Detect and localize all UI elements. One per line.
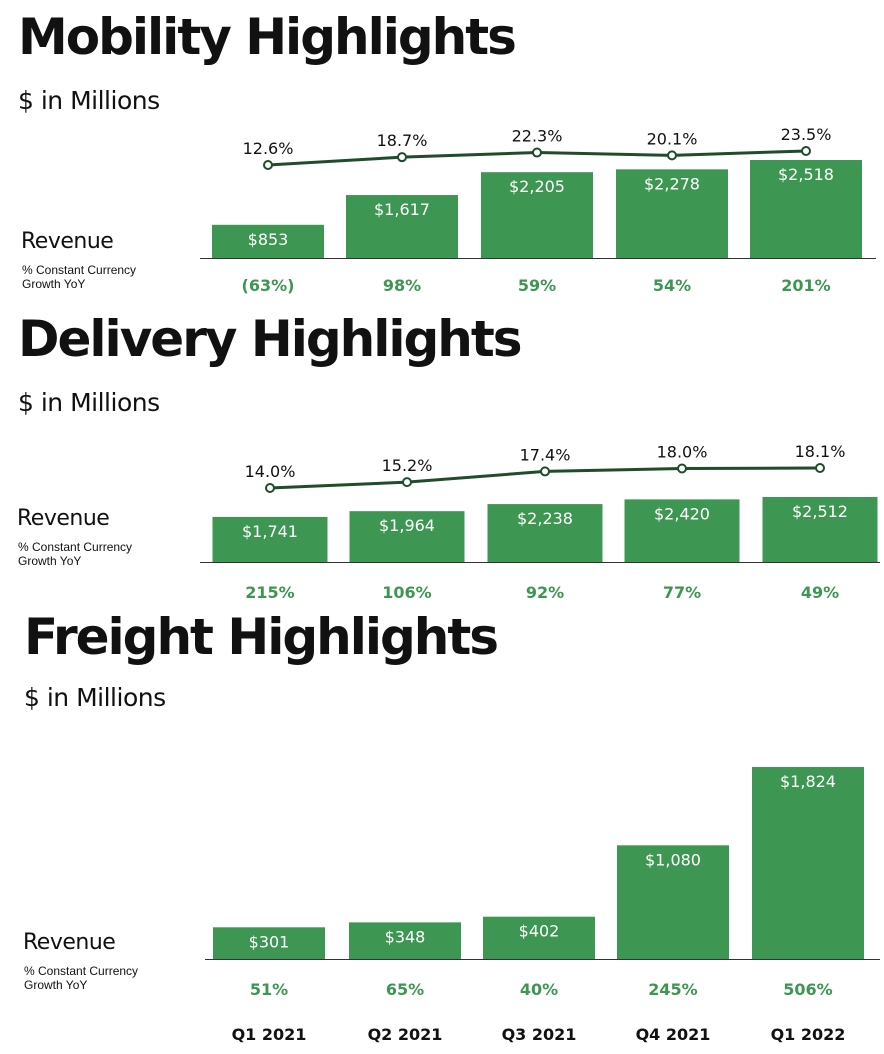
mobility-bar-label: $2,518: [778, 165, 834, 184]
mobility-section: Mobility Highlights $ in Millions Revenu…: [0, 0, 884, 310]
mobility-bar: [212, 224, 324, 258]
delivery-title: Delivery Highlights: [18, 310, 523, 368]
mobility-margin-point: [801, 146, 811, 156]
delivery-margin-label: 18.0%: [657, 442, 708, 461]
freight-growth-label-text: % Constant Currency Growth YoY: [24, 964, 139, 992]
delivery-growth-label: % Constant Currency Growth YoY: [18, 540, 188, 568]
delivery-chart: $1,741 215% $1,964 106% $2,238 92% $2,420 77% $2…: [200, 442, 880, 602]
delivery-growth-label: 92%: [526, 583, 564, 602]
delivery-bar: [624, 499, 740, 562]
mobility-revenue-label: Revenue: [21, 229, 114, 254]
freight-bar: [483, 916, 595, 959]
mobility-margin-point: [263, 160, 273, 170]
freight-bar-label: $1,080: [645, 850, 701, 869]
mobility-bar-label: $2,205: [509, 177, 565, 196]
category-label: Q3 2021: [502, 1025, 577, 1044]
mobility-chart: $853 (63%) $1,617 98% $2,205 59% $2,278 54% $2,5…: [200, 125, 876, 295]
mobility-margin-point: [667, 150, 677, 161]
delivery-growth-label-text: % Constant Currency Growth YoY: [18, 540, 133, 568]
freight-revenue-label: Revenue: [23, 930, 116, 955]
mobility-margin-point: [397, 152, 407, 163]
category-label: Q2 2021: [368, 1025, 443, 1044]
mobility-growth-label: (63%): [242, 276, 295, 295]
delivery-margin-label: 14.0%: [245, 462, 296, 481]
delivery-growth-label: 106%: [382, 583, 431, 602]
freight-growth-label: % Constant Currency Growth YoY: [24, 964, 194, 992]
freight-bar: [349, 922, 461, 959]
category-label: Q4 2021: [636, 1025, 711, 1044]
delivery-bar-label: $2,420: [654, 504, 710, 523]
freight-growth-label: 506%: [783, 980, 832, 999]
delivery-margin-point: [677, 463, 687, 474]
delivery-margin-point: [815, 463, 825, 473]
freight-growth-label: 40%: [520, 980, 558, 999]
delivery-margin-label: 15.2%: [382, 456, 433, 475]
delivery-section: Delivery Highlights $ in Millions Revenu…: [17, 310, 880, 602]
delivery-bar: [762, 497, 878, 562]
mobility-growth-label: 59%: [518, 276, 556, 295]
freight-bar-label: $301: [249, 932, 290, 951]
delivery-bar: [487, 504, 603, 562]
category-label: Q1 2021: [232, 1025, 307, 1044]
delivery-bar: [212, 516, 328, 562]
delivery-subtitle: $ in Millions: [18, 388, 160, 417]
delivery-revenue-label: Revenue: [17, 506, 110, 531]
delivery-growth-label: 49%: [801, 583, 839, 602]
freight-bar: [617, 845, 729, 959]
delivery-bar-label: $2,238: [517, 509, 573, 528]
delivery-margin-label: 17.4%: [520, 445, 571, 464]
mobility-bar: [481, 172, 593, 258]
delivery-margin-point: [265, 483, 275, 493]
freight-bar: [213, 927, 325, 959]
freight-title: Freight Highlights: [24, 608, 499, 666]
mobility-growth-label: 54%: [653, 276, 691, 295]
mobility-margin-label: 22.3%: [512, 127, 563, 146]
mobility-bar-label: $1,617: [374, 200, 430, 219]
delivery-margin-point: [402, 477, 412, 488]
mobility-growth-label-text: % Constant Currency Growth YoY: [22, 263, 137, 291]
freight-bar-label: $402: [519, 922, 560, 941]
freight-growth-label: 65%: [386, 980, 424, 999]
mobility-margin-label: 23.5%: [781, 125, 832, 144]
mobility-margin-label: 12.6%: [243, 139, 294, 158]
mobility-growth-label: 201%: [781, 276, 830, 295]
freight-bar: [752, 767, 864, 959]
mobility-margin-label: 18.7%: [377, 131, 428, 150]
freight-bar-label: $1,824: [780, 772, 836, 791]
delivery-growth-label: 215%: [245, 583, 294, 602]
mobility-growth-label: % Constant Currency Growth YoY: [22, 263, 192, 291]
freight-growth-label: 245%: [648, 980, 697, 999]
delivery-bar-label: $1,741: [242, 522, 298, 541]
delivery-margin-point: [540, 466, 550, 477]
mobility-growth-label: 98%: [383, 276, 421, 295]
freight-growth-label: 51%: [250, 980, 288, 999]
delivery-bar: [349, 511, 465, 562]
mobility-margin-label: 20.1%: [647, 129, 698, 148]
mobility-bar: [346, 195, 458, 258]
mobility-bar-label: $853: [248, 230, 289, 249]
mobility-bar: [750, 160, 862, 258]
category-label: Q1 2022: [771, 1025, 846, 1044]
delivery-bar-label: $2,512: [792, 502, 848, 521]
mobility-title: Mobility Highlights: [18, 8, 517, 66]
freight-bar-label: $348: [385, 927, 426, 946]
mobility-subtitle: $ in Millions: [18, 86, 160, 115]
mobility-bar-label: $2,278: [644, 174, 700, 193]
delivery-growth-label: 77%: [663, 583, 701, 602]
freight-subtitle: $ in Millions: [24, 683, 166, 712]
delivery-bar-label: $1,964: [379, 516, 435, 535]
mobility-margin-point: [532, 147, 542, 158]
mobility-bar: [616, 169, 728, 258]
delivery-margin-label: 18.1%: [795, 442, 846, 461]
